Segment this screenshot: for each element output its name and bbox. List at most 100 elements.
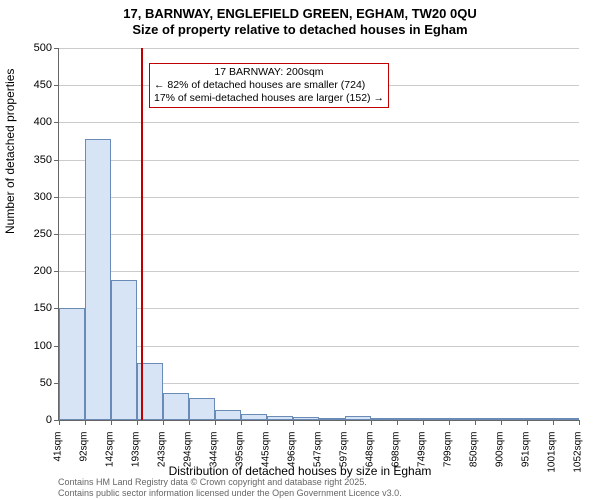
xtick-label: 900sqm xyxy=(495,432,506,482)
gridline xyxy=(59,48,579,49)
ytick-mark xyxy=(54,234,59,235)
histogram-bar xyxy=(59,308,85,420)
xtick-mark xyxy=(449,420,450,425)
xtick-mark xyxy=(579,420,580,425)
ytick-mark xyxy=(54,85,59,86)
histogram-bar xyxy=(85,139,111,420)
xtick-label: 850sqm xyxy=(469,432,480,482)
ytick-label: 50 xyxy=(22,377,52,389)
xtick-label: 193sqm xyxy=(131,432,142,482)
xtick-label: 445sqm xyxy=(261,432,272,482)
ytick-mark xyxy=(54,122,59,123)
xtick-label: 294sqm xyxy=(183,432,194,482)
histogram-bar xyxy=(241,414,267,420)
histogram-bar xyxy=(319,418,345,420)
title-block: 17, BARNWAY, ENGLEFIELD GREEN, EGHAM, TW… xyxy=(0,0,600,39)
histogram-bar xyxy=(371,418,397,420)
xtick-mark xyxy=(371,420,372,425)
y-axis-label: Number of detached properties xyxy=(3,69,17,234)
histogram-bar xyxy=(423,418,449,420)
histogram-bar xyxy=(189,398,215,420)
annotation-line-3: 17% of semi-detached houses are larger (… xyxy=(154,92,384,105)
xtick-mark xyxy=(111,420,112,425)
xtick-mark xyxy=(397,420,398,425)
xtick-mark xyxy=(345,420,346,425)
ytick-label: 500 xyxy=(22,42,52,54)
xtick-label: 951sqm xyxy=(521,432,532,482)
histogram-bar xyxy=(397,418,423,420)
xtick-mark xyxy=(137,420,138,425)
histogram-bar xyxy=(163,393,189,420)
ytick-label: 200 xyxy=(22,265,52,277)
ytick-label: 250 xyxy=(22,228,52,240)
ytick-mark xyxy=(54,197,59,198)
ytick-mark xyxy=(54,160,59,161)
histogram-bar xyxy=(215,410,241,420)
gridline xyxy=(59,122,579,123)
ytick-mark xyxy=(54,48,59,49)
reference-line xyxy=(141,48,143,420)
annotation-line-2: ← 82% of detached houses are smaller (72… xyxy=(154,79,384,92)
xtick-label: 344sqm xyxy=(209,432,220,482)
xtick-label: 92sqm xyxy=(79,432,90,482)
histogram-bar xyxy=(293,417,319,420)
footer-line-2: Contains public sector information licen… xyxy=(58,488,402,498)
title-line-2: Size of property relative to detached ho… xyxy=(0,22,600,38)
ytick-label: 300 xyxy=(22,191,52,203)
ytick-label: 100 xyxy=(22,340,52,352)
xtick-mark xyxy=(319,420,320,425)
ytick-label: 0 xyxy=(22,414,52,426)
histogram-bar xyxy=(501,418,527,420)
xtick-mark xyxy=(85,420,86,425)
gridline xyxy=(59,197,579,198)
xtick-label: 799sqm xyxy=(443,432,454,482)
gridline xyxy=(59,234,579,235)
xtick-mark xyxy=(189,420,190,425)
title-line-1: 17, BARNWAY, ENGLEFIELD GREEN, EGHAM, TW… xyxy=(0,6,600,22)
ytick-label: 400 xyxy=(22,116,52,128)
xtick-label: 41sqm xyxy=(53,432,64,482)
ytick-label: 150 xyxy=(22,302,52,314)
xtick-mark xyxy=(475,420,476,425)
histogram-bar xyxy=(267,416,293,420)
xtick-mark xyxy=(501,420,502,425)
chart-container: 17, BARNWAY, ENGLEFIELD GREEN, EGHAM, TW… xyxy=(0,0,600,500)
gridline xyxy=(59,346,579,347)
xtick-mark xyxy=(59,420,60,425)
xtick-mark xyxy=(553,420,554,425)
xtick-label: 1052sqm xyxy=(573,432,584,482)
histogram-bar xyxy=(553,418,579,420)
xtick-mark xyxy=(215,420,216,425)
xtick-label: 395sqm xyxy=(235,432,246,482)
xtick-label: 547sqm xyxy=(313,432,324,482)
annotation-box: 17 BARNWAY: 200sqm ← 82% of detached hou… xyxy=(149,63,389,108)
gridline xyxy=(59,308,579,309)
ytick-mark xyxy=(54,271,59,272)
xtick-label: 749sqm xyxy=(417,432,428,482)
histogram-bar xyxy=(345,416,371,420)
gridline xyxy=(59,160,579,161)
xtick-mark xyxy=(527,420,528,425)
annotation-line-1: 17 BARNWAY: 200sqm xyxy=(154,66,384,79)
xtick-mark xyxy=(423,420,424,425)
xtick-mark xyxy=(241,420,242,425)
xtick-mark xyxy=(163,420,164,425)
gridline xyxy=(59,271,579,272)
ytick-label: 350 xyxy=(22,154,52,166)
ytick-label: 450 xyxy=(22,79,52,91)
histogram-bar xyxy=(449,418,475,420)
xtick-label: 243sqm xyxy=(157,432,168,482)
xtick-mark xyxy=(267,420,268,425)
histogram-bar xyxy=(527,418,553,420)
xtick-mark xyxy=(293,420,294,425)
xtick-label: 1001sqm xyxy=(547,432,558,482)
xtick-label: 496sqm xyxy=(287,432,298,482)
x-axis-label: Distribution of detached houses by size … xyxy=(0,464,600,478)
plot-area: 17 BARNWAY: 200sqm ← 82% of detached hou… xyxy=(58,48,579,421)
xtick-label: 698sqm xyxy=(391,432,402,482)
xtick-label: 648sqm xyxy=(365,432,376,482)
xtick-label: 142sqm xyxy=(105,432,116,482)
xtick-label: 597sqm xyxy=(339,432,350,482)
histogram-bar xyxy=(475,418,501,420)
histogram-bar xyxy=(111,280,137,420)
